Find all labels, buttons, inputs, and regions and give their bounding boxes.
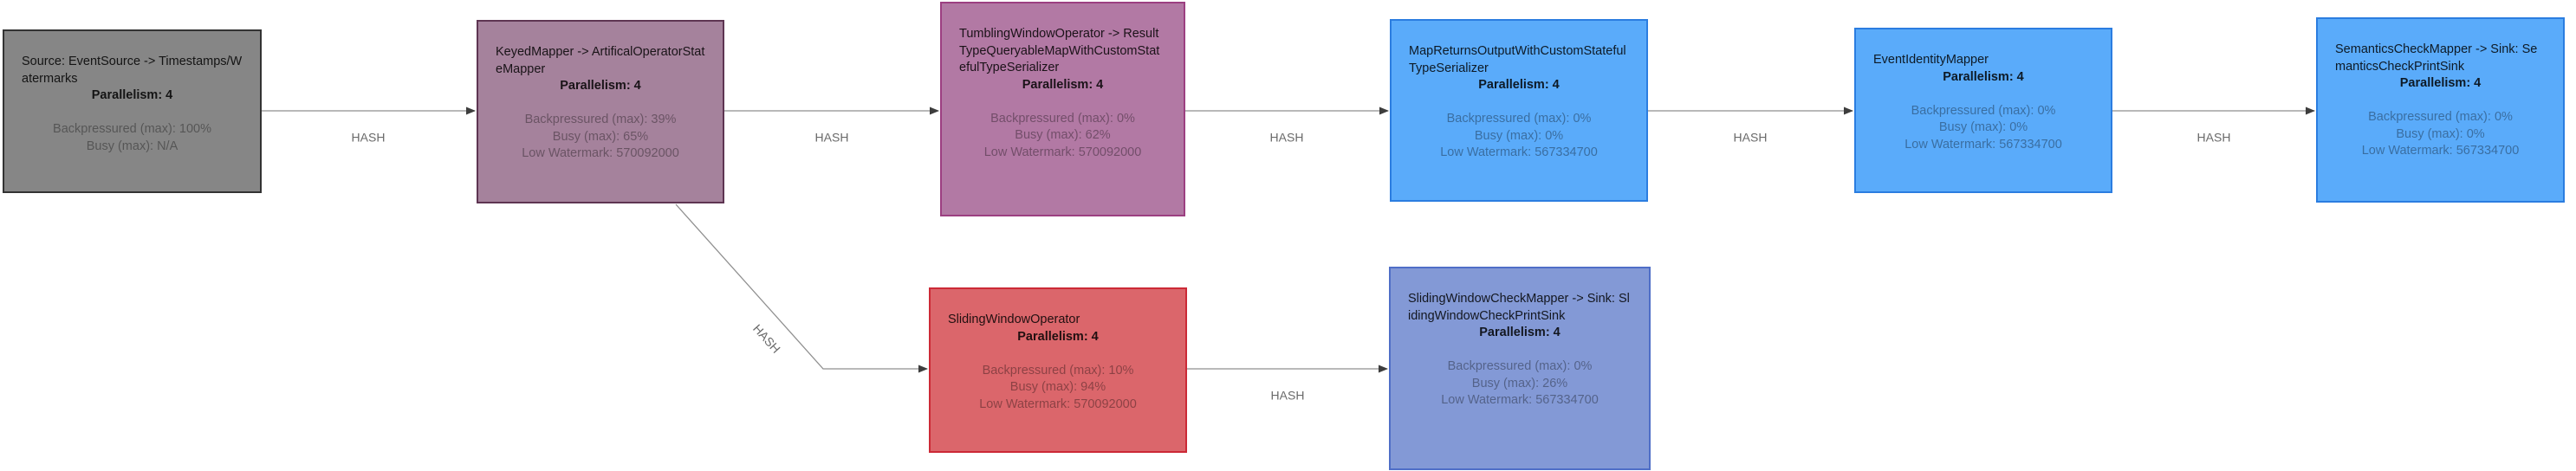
node-metric: Low Watermark: 570092000: [983, 145, 1142, 159]
node-metric: Low Watermark: 567334700: [1440, 145, 1598, 159]
node-metric: Low Watermark: 567334700: [2361, 144, 2520, 158]
node-metric: Low Watermark: 567334700: [1441, 393, 1599, 407]
edge-label-hash: HASH: [750, 321, 783, 356]
node-metric: Low Watermark: 570092000: [979, 397, 1137, 411]
edge-label-hash: HASH: [1271, 389, 1305, 403]
node-metric: Backpressured (max): 39%: [524, 113, 677, 126]
node-parallelism: Parallelism: 4: [1022, 77, 1104, 92]
job-node-map-returns-output[interactable]: MapReturnsOutputWithCustomStatefulTypeSe…: [1390, 19, 1648, 202]
edge-line: [675, 203, 928, 373]
node-metric: Busy (max): N/A: [86, 139, 178, 153]
node-parallelism: Parallelism: 4: [2399, 76, 2482, 90]
edge-label-hash: HASH: [352, 131, 386, 145]
job-node-sliding-window-operator[interactable]: SlidingWindowOperator Parallelism: 4 Backp…: [929, 287, 1187, 453]
node-metric: Busy (max): 0%: [1474, 128, 1564, 143]
node-metric: Busy (max): 26%: [1471, 376, 1568, 390]
node-metrics: Backpressured (max): 10% Busy (max): 94% L…: [948, 363, 1168, 414]
node-metrics: Backpressured (max): 0% Busy (max): 62% Lo…: [959, 111, 1166, 162]
node-metric: Backpressured (max): 10%: [982, 363, 1134, 377]
node-parallelism: Parallelism: 4: [1017, 329, 1099, 344]
node-metric: Busy (max): 0%: [2396, 126, 2485, 141]
job-node-event-identity-mapper[interactable]: EventIdentityMapper Parallelism: 4 Backpre…: [1854, 28, 2112, 193]
job-node-semantics-check-mapper[interactable]: SemanticsCheckMapper -> Sink: SemanticsC…: [2316, 17, 2565, 203]
job-node-sliding-window-check-mapper[interactable]: SlidingWindowCheckMapper -> Sink: Slidin…: [1389, 267, 1651, 470]
node-metric: Low Watermark: 570092000: [522, 146, 679, 160]
node-metric: Backpressured (max): 0%: [1447, 359, 1593, 373]
edge-label-hash: HASH: [815, 131, 849, 145]
node-metrics: Backpressured (max): 0% Busy (max): 0% Low…: [1409, 111, 1629, 162]
node-metric: Busy (max): 94%: [1009, 380, 1106, 394]
node-parallelism: Parallelism: 4: [560, 79, 641, 93]
node-metric: Backpressured (max): 0%: [1911, 103, 2056, 118]
node-title: EventIdentityMapper: [1873, 53, 1989, 67]
edge-label-hash: HASH: [2197, 131, 2231, 145]
node-metrics: Backpressured (max): 0% Busy (max): 0% Low…: [1873, 103, 2093, 154]
node-title: TumblingWindowOperator -> ResultTypeQuer…: [959, 27, 1160, 74]
job-node-keyed-mapper[interactable]: KeyedMapper -> ArtificalOperatorStateMap…: [477, 20, 724, 203]
node-parallelism: Parallelism: 4: [1479, 326, 1561, 339]
node-metric: Backpressured (max): 0%: [1446, 112, 1592, 126]
node-metric: Busy (max): 62%: [1015, 128, 1111, 142]
edge-label-hash: HASH: [1270, 131, 1304, 145]
edge-label-hash: HASH: [1734, 131, 1768, 145]
node-metrics: Backpressured (max): 100% Busy (max): N/A: [22, 121, 243, 155]
node-metric: Backpressured (max): 0%: [2368, 110, 2513, 124]
job-node-tumbling-window-operator[interactable]: TumblingWindowOperator -> ResultTypeQuer…: [940, 2, 1185, 216]
node-metric: Backpressured (max): 0%: [990, 111, 1135, 126]
node-metrics: Backpressured (max): 0% Busy (max): 26% Lo…: [1408, 358, 1632, 410]
node-metric: Backpressured (max): 100%: [53, 122, 211, 136]
node-title: SlidingWindowCheckMapper -> Sink: Slidin…: [1408, 292, 1630, 323]
node-title: SemanticsCheckMapper -> Sink: SemanticsC…: [2335, 42, 2538, 74]
node-title: Source: EventSource -> Timestamps/Waterm…: [22, 55, 243, 86]
node-title: MapReturnsOutputWithCustomStatefulTypeSe…: [1409, 44, 1626, 75]
node-metric: Low Watermark: 567334700: [1904, 137, 2062, 152]
node-metric: Busy (max): 0%: [1938, 120, 2028, 134]
node-metrics: Backpressured (max): 39% Busy (max): 65% L…: [496, 112, 705, 163]
node-metrics: Backpressured (max): 0% Busy (max): 0% Low…: [2335, 109, 2546, 160]
node-parallelism: Parallelism: 4: [1943, 69, 2024, 84]
node-metric: Busy (max): 65%: [552, 129, 649, 144]
job-node-source-eventsource[interactable]: Source: EventSource -> Timestamps/Waterm…: [3, 29, 262, 193]
node-parallelism: Parallelism: 4: [91, 88, 173, 102]
node-title: SlidingWindowOperator: [948, 313, 1080, 326]
node-title: KeyedMapper -> ArtificalOperatorStateMap…: [496, 45, 705, 76]
node-parallelism: Parallelism: 4: [1478, 78, 1560, 92]
